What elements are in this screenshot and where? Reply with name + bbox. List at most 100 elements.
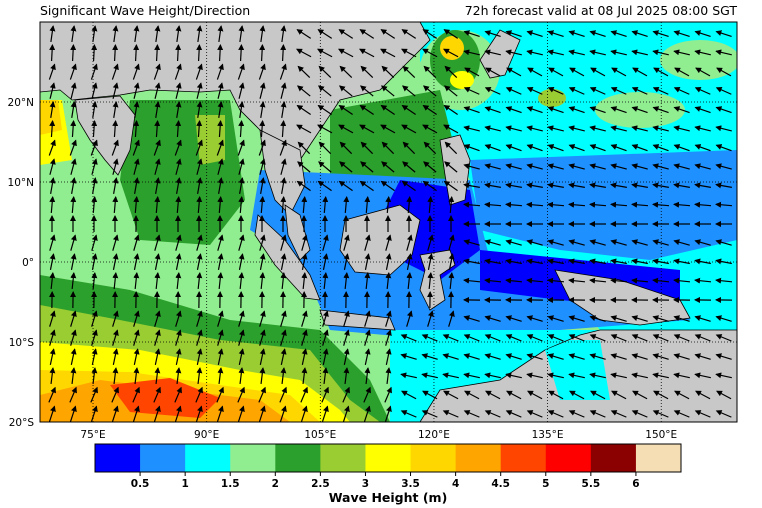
wave-direction-arrow	[217, 158, 224, 175]
wave-direction-arrow	[484, 277, 502, 284]
wave-direction-arrow	[715, 30, 732, 38]
wave-direction-arrow	[673, 144, 690, 152]
wave-direction-arrow	[49, 234, 56, 251]
colorbar-title: Wave Height (m)	[329, 490, 448, 505]
wave-direction-arrow	[154, 367, 161, 385]
wave-direction-arrow	[442, 334, 459, 342]
wave-direction-arrow	[443, 48, 459, 58]
colorbar-tick-label: 4	[452, 478, 459, 490]
wave-direction-arrow	[259, 329, 266, 346]
wave-direction-arrow	[384, 386, 392, 403]
wave-direction-arrow	[153, 139, 161, 156]
wave-direction-arrow	[694, 30, 711, 38]
wave-direction-arrow	[653, 67, 669, 77]
wave-direction-arrow	[715, 106, 732, 114]
wave-direction-arrow	[216, 139, 224, 156]
wave-direction-arrow	[217, 367, 224, 385]
wave-direction-arrow	[381, 85, 395, 97]
wave-direction-arrow	[385, 348, 392, 365]
wave-direction-arrow	[652, 410, 669, 418]
wave-direction-arrow	[421, 410, 438, 418]
wave-direction-arrow	[381, 161, 395, 173]
wave-direction-arrow	[360, 85, 374, 97]
wave-direction-arrow	[448, 196, 455, 214]
wave-direction-arrow	[296, 124, 312, 134]
wave-direction-arrow	[589, 315, 606, 322]
colorbar-tick-label: 2.5	[311, 478, 330, 490]
wave-direction-arrow	[422, 104, 437, 115]
wave-direction-arrow	[112, 329, 119, 346]
wave-direction-arrow	[322, 234, 329, 251]
wave-direction-arrow	[631, 353, 648, 360]
wave-direction-arrow	[70, 25, 77, 43]
wave-direction-arrow	[280, 120, 287, 138]
wave-direction-arrow	[154, 329, 161, 346]
wave-direction-arrow	[112, 367, 119, 385]
wave-direction-arrow	[196, 82, 203, 99]
wave-direction-arrow	[406, 196, 413, 214]
wave-direction-arrow	[401, 180, 416, 192]
wave-direction-arrow	[196, 101, 203, 118]
wave-direction-arrow	[153, 386, 161, 403]
wave-direction-arrow	[279, 405, 287, 422]
wave-direction-arrow	[49, 272, 56, 290]
map-field	[40, 22, 737, 422]
wave-direction-arrow	[610, 144, 627, 152]
wave-direction-arrow	[280, 82, 287, 99]
wave-direction-arrow	[631, 201, 649, 208]
wave-direction-arrow	[238, 158, 245, 175]
wave-direction-arrow	[154, 348, 161, 365]
wave-direction-arrow	[547, 163, 564, 170]
wave-direction-arrow	[442, 372, 459, 379]
wave-direction-arrow	[568, 163, 585, 170]
wave-direction-arrow	[568, 334, 585, 342]
wave-direction-arrow	[631, 49, 648, 56]
wave-direction-arrow	[217, 120, 224, 138]
wave-direction-arrow	[589, 106, 606, 114]
wave-direction-arrow	[674, 390, 690, 400]
wave-direction-arrow	[610, 201, 628, 208]
wave-direction-arrow	[421, 353, 438, 360]
wave-direction-arrow	[715, 410, 732, 418]
wave-direction-arrow	[402, 65, 416, 78]
wave-direction-arrow	[526, 182, 543, 189]
wave-direction-arrow	[259, 82, 266, 99]
wave-direction-arrow	[423, 65, 437, 78]
wave-direction-arrow	[444, 85, 458, 97]
wave-direction-arrow	[280, 348, 287, 365]
wave-direction-arrow	[694, 315, 711, 322]
wave-direction-arrow	[133, 272, 140, 290]
wave-direction-arrow	[673, 239, 690, 246]
lon-tick-label: 135°E	[532, 429, 564, 441]
colorbar-swatch	[590, 444, 637, 472]
wave-direction-arrow	[484, 353, 501, 360]
wave-direction-arrow	[322, 367, 329, 385]
wave-direction-arrow	[318, 65, 332, 78]
wave-direction-arrow	[463, 334, 480, 342]
colorbar-tick-label: 5.5	[582, 478, 601, 490]
colorbar-swatch	[230, 444, 276, 472]
wave-direction-arrow	[527, 67, 543, 77]
wave-direction-arrow	[484, 30, 501, 38]
wave-direction-arrow	[196, 234, 203, 251]
wave-direction-arrow	[506, 67, 522, 77]
lat-tick-label: 20°N	[8, 97, 34, 109]
wave-direction-arrow	[217, 101, 224, 118]
wave-direction-arrow	[300, 405, 308, 422]
wave-direction-arrow	[338, 180, 353, 192]
wave-direction-arrow	[195, 139, 203, 156]
wave-direction-arrow	[321, 405, 329, 422]
wave-direction-arrow	[132, 139, 140, 156]
wave-direction-arrow	[238, 234, 245, 251]
wave-direction-arrow	[175, 177, 182, 194]
wave-direction-arrow	[673, 201, 691, 208]
wave-direction-arrow	[175, 25, 182, 43]
wave-direction-arrow	[484, 315, 501, 322]
wave-direction-arrow	[526, 372, 543, 379]
wave-direction-arrow	[238, 120, 245, 138]
wave-direction-arrow	[258, 63, 266, 80]
wave-direction-arrow	[132, 405, 140, 422]
wave-direction-arrow	[133, 44, 140, 62]
lat-tick-label: 10°N	[8, 177, 34, 189]
wave-direction-arrow	[694, 163, 711, 170]
